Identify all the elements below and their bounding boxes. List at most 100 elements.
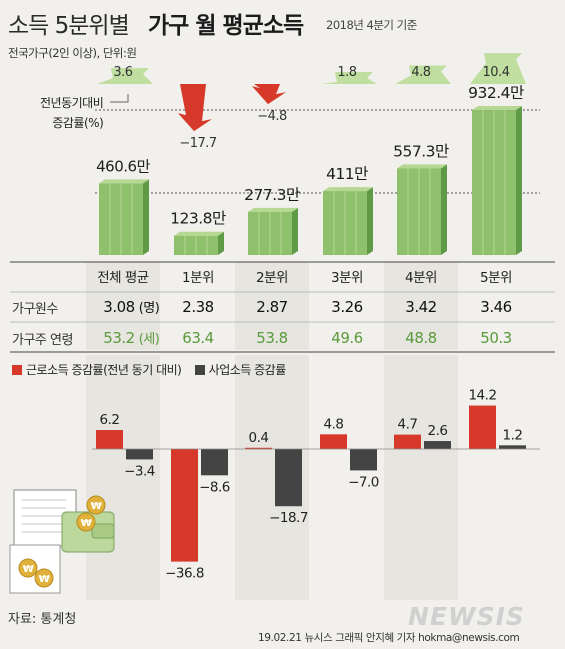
won-sign-icon: ₩ <box>81 518 92 529</box>
coin-icon <box>86 495 106 515</box>
yoy-label-4: 1.8 <box>337 65 356 80</box>
business-value-1: −3.4 <box>124 463 155 479</box>
category-label-4: 3분위 <box>331 270 363 286</box>
age-value-6: 50.3 <box>480 329 511 347</box>
yoy-arrow-down-3 <box>252 84 286 105</box>
business-value-6: 1.2 <box>503 427 523 443</box>
business-bar-5 <box>424 441 451 449</box>
yoy-label-line2: 증감률(%) <box>52 116 104 130</box>
yoy-label-6: 10.4 <box>483 65 510 80</box>
business-bar-2 <box>201 449 228 476</box>
money-stack-top <box>248 207 298 212</box>
age-value-2: 63.4 <box>182 329 213 347</box>
money-stack-side <box>143 179 149 255</box>
yoy-label-3: −4.8 <box>257 109 287 124</box>
money-stack-side <box>441 164 447 255</box>
business-bar-6 <box>499 445 526 449</box>
households-value-1: 3.08 <box>103 298 134 316</box>
title-bold: 가구 월 평균소득 <box>148 13 304 39</box>
money-stack-1 <box>99 179 149 255</box>
business-value-5: 2.6 <box>428 423 448 439</box>
yoy-arrow-up-5 <box>395 65 451 84</box>
labor-bar-5 <box>394 434 421 449</box>
newsis-logo: NEWSIS <box>408 602 525 631</box>
yoy-arrow-down-2 <box>178 84 212 132</box>
money-stack-side <box>367 187 373 255</box>
source-note: 자료: 통계청 <box>8 612 77 627</box>
labor-bar-4 <box>320 434 347 449</box>
money-stack-3 <box>248 207 298 255</box>
value-label-1: 460.6만 <box>96 157 150 175</box>
value-label-5: 557.3만 <box>393 142 449 160</box>
labor-value-5: 4.7 <box>398 417 418 433</box>
legend: 근로소득 증감률(전년 동기 대비) 사업소득 증감률 <box>12 361 286 378</box>
labor-value-2: −36.8 <box>165 566 204 582</box>
households-unit: (명) <box>139 301 160 316</box>
money-stack-top <box>99 179 149 184</box>
households-value-5: 3.42 <box>405 298 436 316</box>
column-band <box>384 262 458 350</box>
money-stack-top <box>174 231 224 236</box>
column-band <box>86 355 160 600</box>
column-band <box>235 262 309 350</box>
labor-value-6: 14.2 <box>468 388 496 404</box>
yoy-label-line1: 전년동기대비 <box>40 96 104 110</box>
won-sign-icon: ₩ <box>23 564 34 575</box>
yoy-label-5: 4.8 <box>411 65 430 80</box>
labor-bar-6 <box>469 405 496 449</box>
labor-value-1: 6.2 <box>100 412 120 428</box>
business-value-4: −7.0 <box>348 474 379 490</box>
age-row-label: 가구주 연령 <box>12 333 73 348</box>
yoy-label-connector <box>110 94 129 103</box>
coin-icon <box>76 512 96 532</box>
money-stack-top <box>472 106 522 110</box>
money-stack-top <box>323 187 373 192</box>
receipt-wallet-illustration <box>9 489 115 594</box>
age-value-4: 49.6 <box>331 329 362 347</box>
money-stack-side <box>218 231 224 255</box>
period-label: 2018년 4분기 기준 <box>326 18 417 32</box>
value-label-6: 932.4만 <box>468 84 524 102</box>
money-stack-6 <box>472 106 522 255</box>
age-value-5: 48.8 <box>405 329 436 347</box>
age-value-1: 53.2 <box>103 329 134 347</box>
labor-bar-3 <box>245 447 272 450</box>
category-label-2: 1분위 <box>182 270 214 286</box>
business-bar-1 <box>126 449 153 460</box>
won-sign-icon: ₩ <box>91 501 102 512</box>
business-value-2: −8.6 <box>199 479 230 495</box>
households-row-label: 가구원수 <box>12 302 58 317</box>
category-label-6: 5분위 <box>480 270 512 286</box>
category-label-5: 4분위 <box>405 270 437 286</box>
yoy-arrow-up-6 <box>470 53 526 84</box>
column-band <box>384 355 458 600</box>
money-stack-side <box>292 207 298 255</box>
column-band <box>86 262 160 350</box>
age-value-3: 53.8 <box>256 329 287 347</box>
yoy-label-2: −17.7 <box>179 136 217 151</box>
business-value-3: −18.7 <box>269 510 308 526</box>
coin-icon <box>34 568 54 588</box>
business-bar-3 <box>275 449 302 507</box>
money-stack-5 <box>397 164 447 255</box>
money-stack-side <box>516 106 522 255</box>
labor-bar-2 <box>171 449 198 562</box>
money-stack-4 <box>323 187 373 255</box>
yoy-label: 전년동기대비 증감률(%) <box>40 93 104 133</box>
value-label-4: 411만 <box>326 165 368 183</box>
legend-label-business: 사업소득 증감률 <box>208 363 287 377</box>
households-value-2: 2.38 <box>182 298 213 316</box>
category-label-3: 2분위 <box>256 270 288 286</box>
legend-label-labor: 근로소득 증감률(전년 동기 대비) <box>26 363 182 377</box>
households-value-3: 2.87 <box>256 298 287 316</box>
money-stack-2 <box>174 231 224 255</box>
yoy-label-1: 3.6 <box>113 65 132 80</box>
labor-value-4: 4.8 <box>324 416 344 432</box>
legend-swatch-business <box>194 365 205 375</box>
credit-line: 19.02.21 뉴시스 그래픽 안지혜 기자 hokma@newsis.com <box>258 632 520 644</box>
value-label-3: 277.3만 <box>244 186 300 204</box>
labor-bar-1 <box>96 430 123 449</box>
wallet-clasp <box>91 523 115 539</box>
